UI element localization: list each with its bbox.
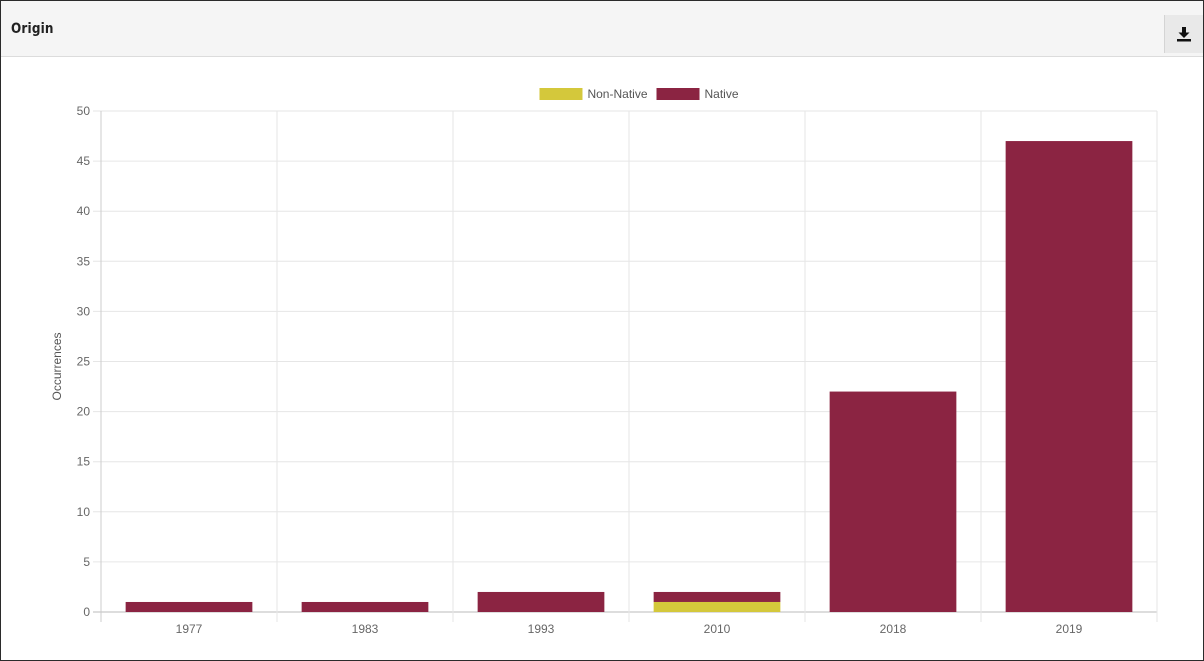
download-button[interactable] — [1164, 15, 1203, 53]
panel-header: Origin — [1, 1, 1203, 57]
x-tick-label: 2019 — [1056, 622, 1083, 636]
bar-non-native-2010[interactable] — [653, 601, 781, 612]
bar-chart: 0 5 10 15 20 25 30 35 40 45 50 1977 1983 1993 2010 2018… — [50, 87, 1158, 636]
legend: Non-Native Native — [539, 87, 739, 101]
y-tick-label: 0 — [83, 605, 90, 619]
y-tick-label: 50 — [77, 104, 91, 118]
y-tick-label: 45 — [77, 154, 91, 168]
bar-native-2018[interactable] — [829, 391, 957, 612]
y-tick-label: 10 — [77, 505, 91, 519]
bar-native-1977[interactable] — [125, 601, 253, 612]
bar-native-2019[interactable] — [1005, 141, 1133, 612]
y-tick-label: 30 — [77, 304, 91, 318]
legend-label-non-native: Non-Native — [587, 87, 647, 101]
y-axis-title: Occurrences — [50, 332, 64, 400]
bar-native-2010[interactable] — [653, 591, 781, 602]
y-tick-label: 40 — [77, 204, 91, 218]
legend-swatch-non-native — [539, 88, 583, 100]
y-tick-label: 20 — [77, 405, 91, 419]
y-tick-label: 5 — [83, 555, 90, 569]
x-tick-label: 1977 — [176, 622, 203, 636]
bar-native-1993[interactable] — [477, 591, 605, 612]
bar-native-1983[interactable] — [301, 601, 429, 612]
x-tick-label: 1993 — [528, 622, 555, 636]
legend-swatch-native — [656, 88, 700, 100]
y-tick-label: 25 — [77, 355, 91, 369]
bars — [125, 141, 1133, 612]
legend-label-native: Native — [705, 87, 739, 101]
grid — [93, 110, 1158, 622]
x-tick-label: 2018 — [880, 622, 907, 636]
axes: 0 5 10 15 20 25 30 35 40 45 50 1977 1983 1993 2010 2018… — [77, 104, 1083, 636]
x-tick-label: 2010 — [704, 622, 731, 636]
y-tick-label: 35 — [77, 254, 91, 268]
panel-title: Origin — [11, 21, 54, 37]
x-tick-label: 1983 — [352, 622, 379, 636]
y-tick-label: 15 — [77, 455, 91, 469]
legend-item-non-native[interactable]: Non-Native — [539, 87, 648, 101]
legend-item-native[interactable]: Native — [656, 87, 739, 101]
download-icon — [1177, 27, 1191, 42]
